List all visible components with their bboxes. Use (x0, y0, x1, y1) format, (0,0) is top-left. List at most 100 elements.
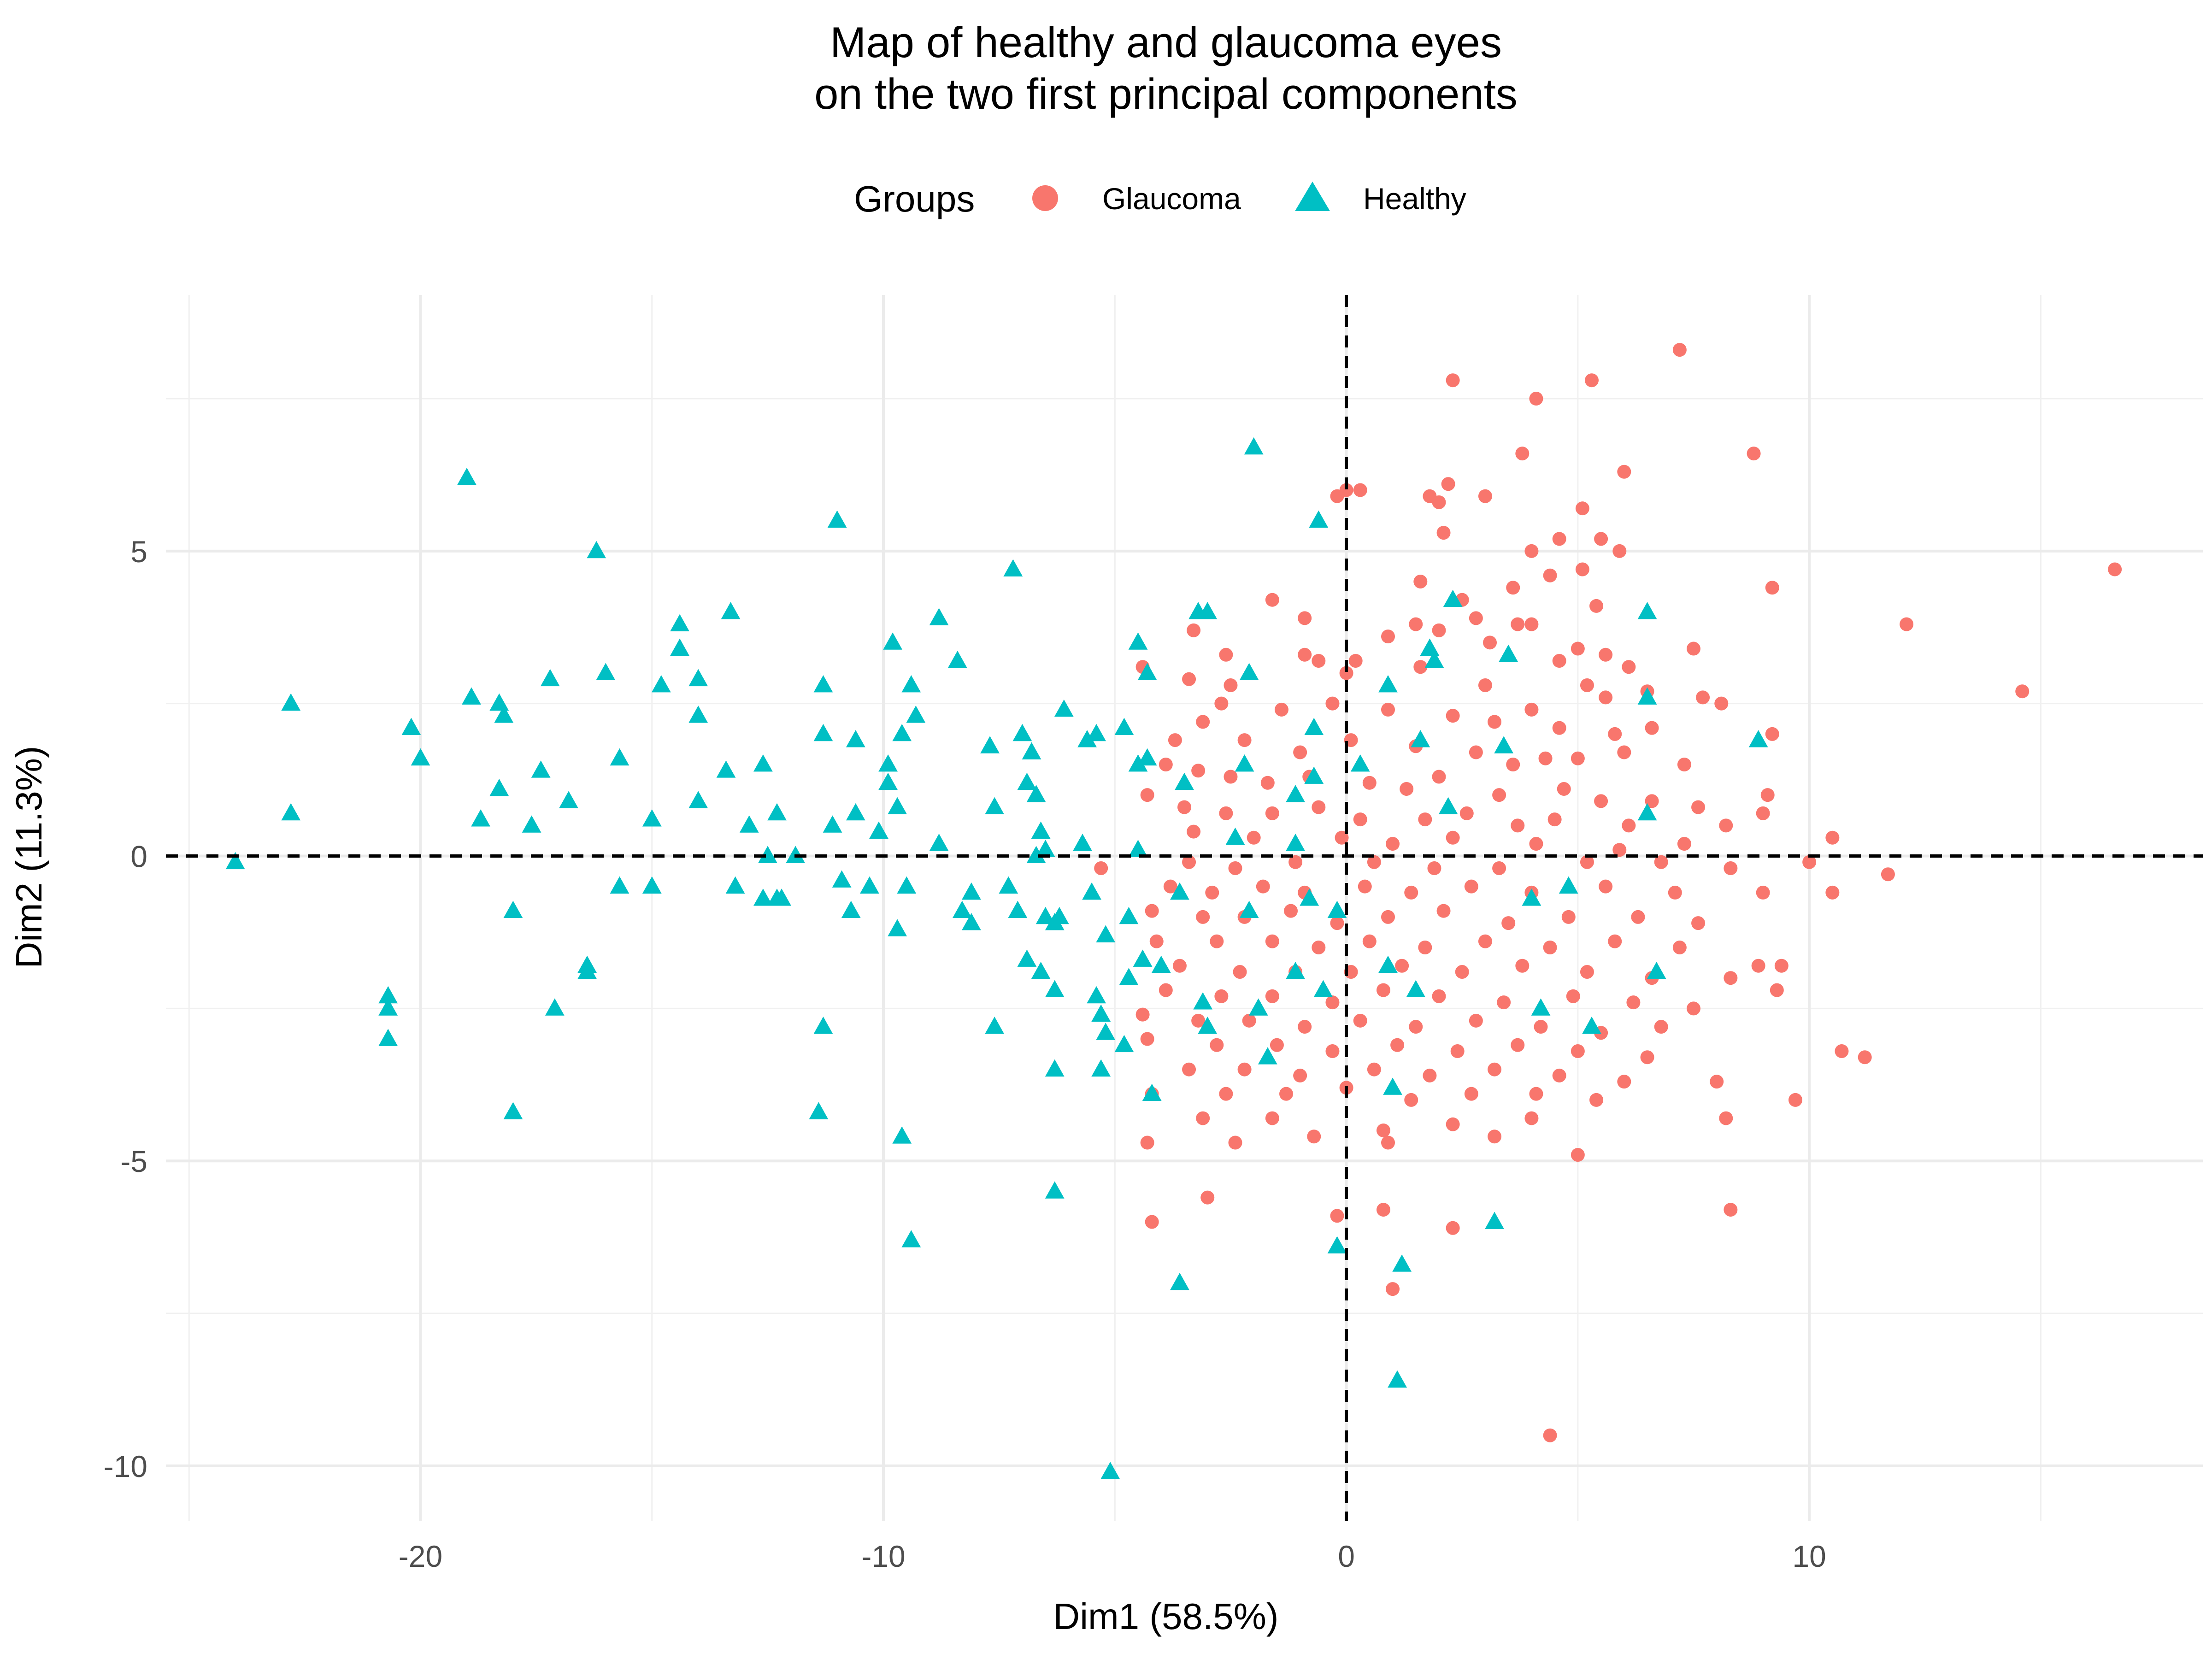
glaucoma-point (1589, 1093, 1604, 1107)
healthy-point (457, 468, 477, 485)
glaucoma-point (1376, 1203, 1390, 1217)
healthy-point (1128, 840, 1148, 857)
glaucoma-point (1409, 1020, 1423, 1034)
glaucoma-point (1580, 678, 1594, 692)
glaucoma-point (1687, 641, 1700, 656)
healthy-point (1235, 754, 1254, 772)
glaucoma-point (1279, 1087, 1293, 1101)
glaucoma-point (1298, 647, 1312, 662)
glaucoma-point (1760, 788, 1775, 802)
glaucoma-point (1413, 660, 1428, 674)
healthy-point (1304, 718, 1324, 735)
glaucoma-point (1566, 989, 1580, 1003)
healthy-point (1647, 961, 1666, 979)
x-tick-label: 0 (1338, 1539, 1355, 1573)
healthy-points (225, 437, 1768, 1479)
glaucoma-point (1524, 1111, 1539, 1125)
healthy-point (670, 638, 689, 656)
glaucoma-point (1668, 885, 1682, 900)
glaucoma-point (1617, 1075, 1631, 1089)
glaucoma-point (1626, 995, 1641, 1010)
glaucoma-point (1446, 373, 1460, 388)
glaucoma-point (1172, 959, 1187, 973)
glaucoma-point (1362, 776, 1377, 790)
glaucoma-point (1265, 806, 1279, 820)
glaucoma-points (1094, 343, 2122, 1442)
reference-lines (166, 295, 2203, 1521)
glaucoma-point (1547, 812, 1562, 827)
legend-key-healthy (1295, 182, 1330, 211)
glaucoma-point (1390, 1038, 1405, 1052)
glaucoma-point (1358, 879, 1372, 894)
glaucoma-point (1191, 1013, 1206, 1028)
glaucoma-point (1339, 666, 1353, 680)
healthy-point (767, 803, 787, 821)
glaucoma-point (1214, 696, 1229, 711)
glaucoma-point (1543, 1428, 1557, 1442)
healthy-point (809, 1102, 829, 1119)
glaucoma-point (1145, 1215, 1159, 1229)
healthy-point (1137, 748, 1157, 766)
healthy-point (1248, 998, 1268, 1016)
glaucoma-point (1751, 959, 1765, 973)
healthy-point (489, 778, 509, 796)
glaucoma-point (1219, 647, 1233, 662)
healthy-point (888, 797, 907, 815)
glaucoma-point (1691, 916, 1706, 930)
glaucoma-point (1571, 751, 1585, 765)
healthy-point (587, 541, 606, 559)
healthy-point (281, 803, 301, 821)
healthy-point (1170, 1272, 1189, 1290)
glaucoma-point (1770, 983, 1784, 997)
glaucoma-point (1552, 654, 1566, 668)
glaucoma-point (1492, 788, 1506, 802)
glaucoma-point (1529, 837, 1543, 851)
healthy-point (1286, 785, 1305, 802)
glaucoma-point (1617, 465, 1631, 479)
healthy-point (1128, 754, 1148, 772)
healthy-point (1045, 1059, 1065, 1077)
glaucoma-point (1288, 855, 1303, 869)
x-tick-label: -20 (399, 1539, 442, 1573)
glaucoma-point (1719, 818, 1733, 833)
glaucoma-point (1353, 812, 1367, 827)
healthy-point (1091, 1004, 1111, 1022)
glaucoma-point (1159, 758, 1173, 772)
glaucoma-point (1765, 581, 1779, 595)
healthy-point (1438, 797, 1458, 815)
glaucoma-point (1237, 1062, 1252, 1077)
healthy-point (962, 913, 981, 930)
healthy-point (1008, 900, 1028, 918)
healthy-point (1392, 1254, 1412, 1272)
glaucoma-point (1515, 959, 1530, 973)
glaucoma-point (1381, 702, 1395, 717)
healthy-point (471, 809, 490, 827)
glaucoma-point (1724, 971, 1738, 985)
y-axis-ticks: -10 -5 0 5 (104, 535, 147, 1483)
glaucoma-point (1256, 879, 1270, 894)
glaucoma-point (1469, 745, 1483, 759)
healthy-point (1327, 1236, 1347, 1253)
healthy-point (1499, 644, 1518, 662)
legend-label-healthy: Healthy (1363, 182, 1466, 216)
healthy-point (716, 760, 736, 778)
healthy-point (1522, 888, 1541, 906)
glaucoma-point (1599, 690, 1613, 705)
healthy-point (688, 791, 708, 808)
glaucoma-point (1196, 715, 1210, 729)
healthy-point (860, 876, 879, 894)
healthy-point (892, 1126, 912, 1144)
healthy-point (1114, 718, 1134, 735)
glaucoma-point (1719, 1111, 1733, 1125)
glaucoma-point (1187, 824, 1201, 839)
healthy-point (739, 815, 759, 833)
glaucoma-point (1608, 727, 1622, 741)
glaucoma-point (1488, 715, 1502, 729)
healthy-point (1031, 961, 1051, 979)
glaucoma-point (1242, 1013, 1256, 1028)
healthy-point (688, 706, 708, 723)
healthy-point (651, 675, 671, 693)
glaucoma-point (1446, 830, 1460, 845)
glaucoma-point (1135, 1007, 1150, 1022)
healthy-point (869, 821, 888, 839)
